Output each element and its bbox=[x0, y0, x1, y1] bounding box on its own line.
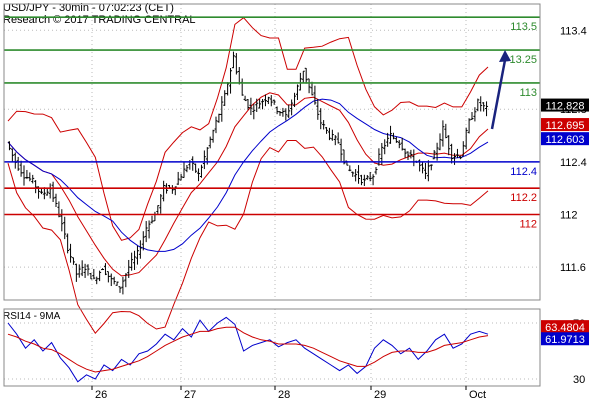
rsi-tag-label: 61.9713 bbox=[545, 334, 585, 346]
level-label: 112.2 bbox=[510, 192, 537, 204]
rsi-tag-label-bg bbox=[541, 320, 589, 334]
price-y-tick-label: 111.6 bbox=[560, 262, 586, 274]
support-resistance-levels: 113.5 13.25 113 112.4 112.2 112 bbox=[4, 16, 540, 230]
level-label: 112.4 bbox=[510, 166, 537, 178]
bollinger-bands bbox=[7, 17, 489, 335]
price-y-tick-label: 113.4 bbox=[560, 25, 587, 37]
price-panel-frame bbox=[3, 3, 541, 301]
rsi-panel-title: RSI14 - 9MA bbox=[3, 311, 61, 322]
projection-arrow-head bbox=[499, 50, 511, 63]
moving-average bbox=[7, 98, 489, 252]
projection-arrow bbox=[490, 50, 511, 130]
projection-arrow-shaft bbox=[490, 59, 507, 130]
rsi-tag-label-bg bbox=[541, 332, 589, 346]
price-grid bbox=[4, 4, 540, 300]
level-label: 113 bbox=[519, 87, 537, 99]
x-tick-label: 26 bbox=[95, 389, 107, 400]
bollinger-upper bbox=[7, 17, 489, 241]
x-tick-label: 27 bbox=[184, 389, 196, 400]
price-tag-label-bg bbox=[541, 98, 589, 112]
rsi-series bbox=[7, 316, 489, 383]
x-tick-label: Oct bbox=[469, 389, 486, 400]
bollinger-mid bbox=[7, 92, 489, 277]
price-tag-label: 112.828 bbox=[546, 101, 585, 113]
rsi-tag-label: 63.4804 bbox=[545, 322, 585, 334]
x-tick-label: 29 bbox=[374, 389, 386, 400]
rsi-y-tick-label: 30 bbox=[573, 374, 585, 386]
x-tick-label: 28 bbox=[278, 389, 290, 400]
bollinger-lower bbox=[7, 140, 489, 335]
level-label: 112 bbox=[519, 218, 537, 230]
rsi-ma-line bbox=[7, 326, 489, 373]
price-tag-label-bg bbox=[541, 118, 589, 132]
rsi-grid bbox=[4, 309, 540, 386]
level-label: 13.25 bbox=[509, 54, 537, 66]
price-tag-label-bg bbox=[541, 132, 589, 146]
price-tag-label: 112.603 bbox=[546, 134, 585, 146]
rsi-line bbox=[7, 316, 489, 383]
chart-header-title: USD/JPY - 30min - 07:02:23 (CET) bbox=[3, 2, 174, 14]
price-tag-label: 112.695 bbox=[546, 120, 585, 132]
price-y-tick-label: 112.4 bbox=[560, 157, 587, 169]
price-y-tick-label: 112 bbox=[560, 209, 578, 221]
candlesticks bbox=[7, 51, 489, 295]
level-label: 113.5 bbox=[510, 21, 537, 33]
rsi-panel-frame bbox=[3, 308, 541, 387]
